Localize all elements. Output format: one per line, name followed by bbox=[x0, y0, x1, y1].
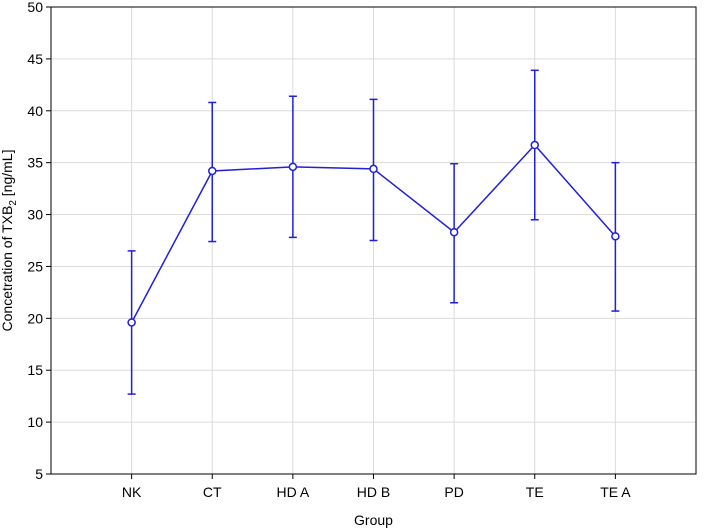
data-points bbox=[127, 140, 620, 327]
data-point bbox=[127, 318, 136, 327]
y-axis-title-unit: [ng/mL] bbox=[0, 150, 15, 201]
data-point bbox=[611, 232, 620, 241]
y-tick-label: 30 bbox=[27, 207, 43, 223]
y-tick-label: 5 bbox=[35, 466, 43, 482]
x-axis-title: Group bbox=[354, 512, 393, 528]
y-axis-title: Concetration of TXB2 [ng/mL] bbox=[0, 150, 19, 332]
y-tick-label: 35 bbox=[27, 155, 43, 171]
y-axis-title-subscript: 2 bbox=[8, 200, 19, 206]
x-tick-label: PD bbox=[444, 484, 463, 500]
x-axis: NK CT HD A HD B PD TE TE A bbox=[122, 474, 631, 500]
x-tick-label: HD B bbox=[357, 484, 390, 500]
data-point bbox=[369, 164, 378, 174]
y-axis: 5 10 15 20 25 30 35 40 45 50 bbox=[27, 0, 51, 482]
y-tick-label: 50 bbox=[27, 0, 43, 15]
data-point bbox=[530, 140, 539, 150]
y-tick-label: 15 bbox=[27, 362, 43, 378]
x-tick-label: HD A bbox=[277, 484, 310, 500]
y-tick-label: 10 bbox=[27, 414, 43, 430]
data-point bbox=[208, 166, 217, 176]
y-tick-label: 40 bbox=[27, 103, 43, 119]
y-axis-title-main: Concetration of TXB bbox=[0, 206, 15, 332]
data-point bbox=[449, 227, 459, 237]
x-tick-label: CT bbox=[203, 484, 222, 500]
x-tick-label: TE A bbox=[600, 484, 631, 500]
y-tick-label: 20 bbox=[27, 310, 43, 326]
y-tick-label: 45 bbox=[27, 51, 43, 67]
x-tick-label: NK bbox=[122, 484, 142, 500]
y-tick-label: 25 bbox=[27, 258, 43, 274]
data-point bbox=[288, 162, 298, 172]
x-tick-label: TE bbox=[526, 484, 544, 500]
